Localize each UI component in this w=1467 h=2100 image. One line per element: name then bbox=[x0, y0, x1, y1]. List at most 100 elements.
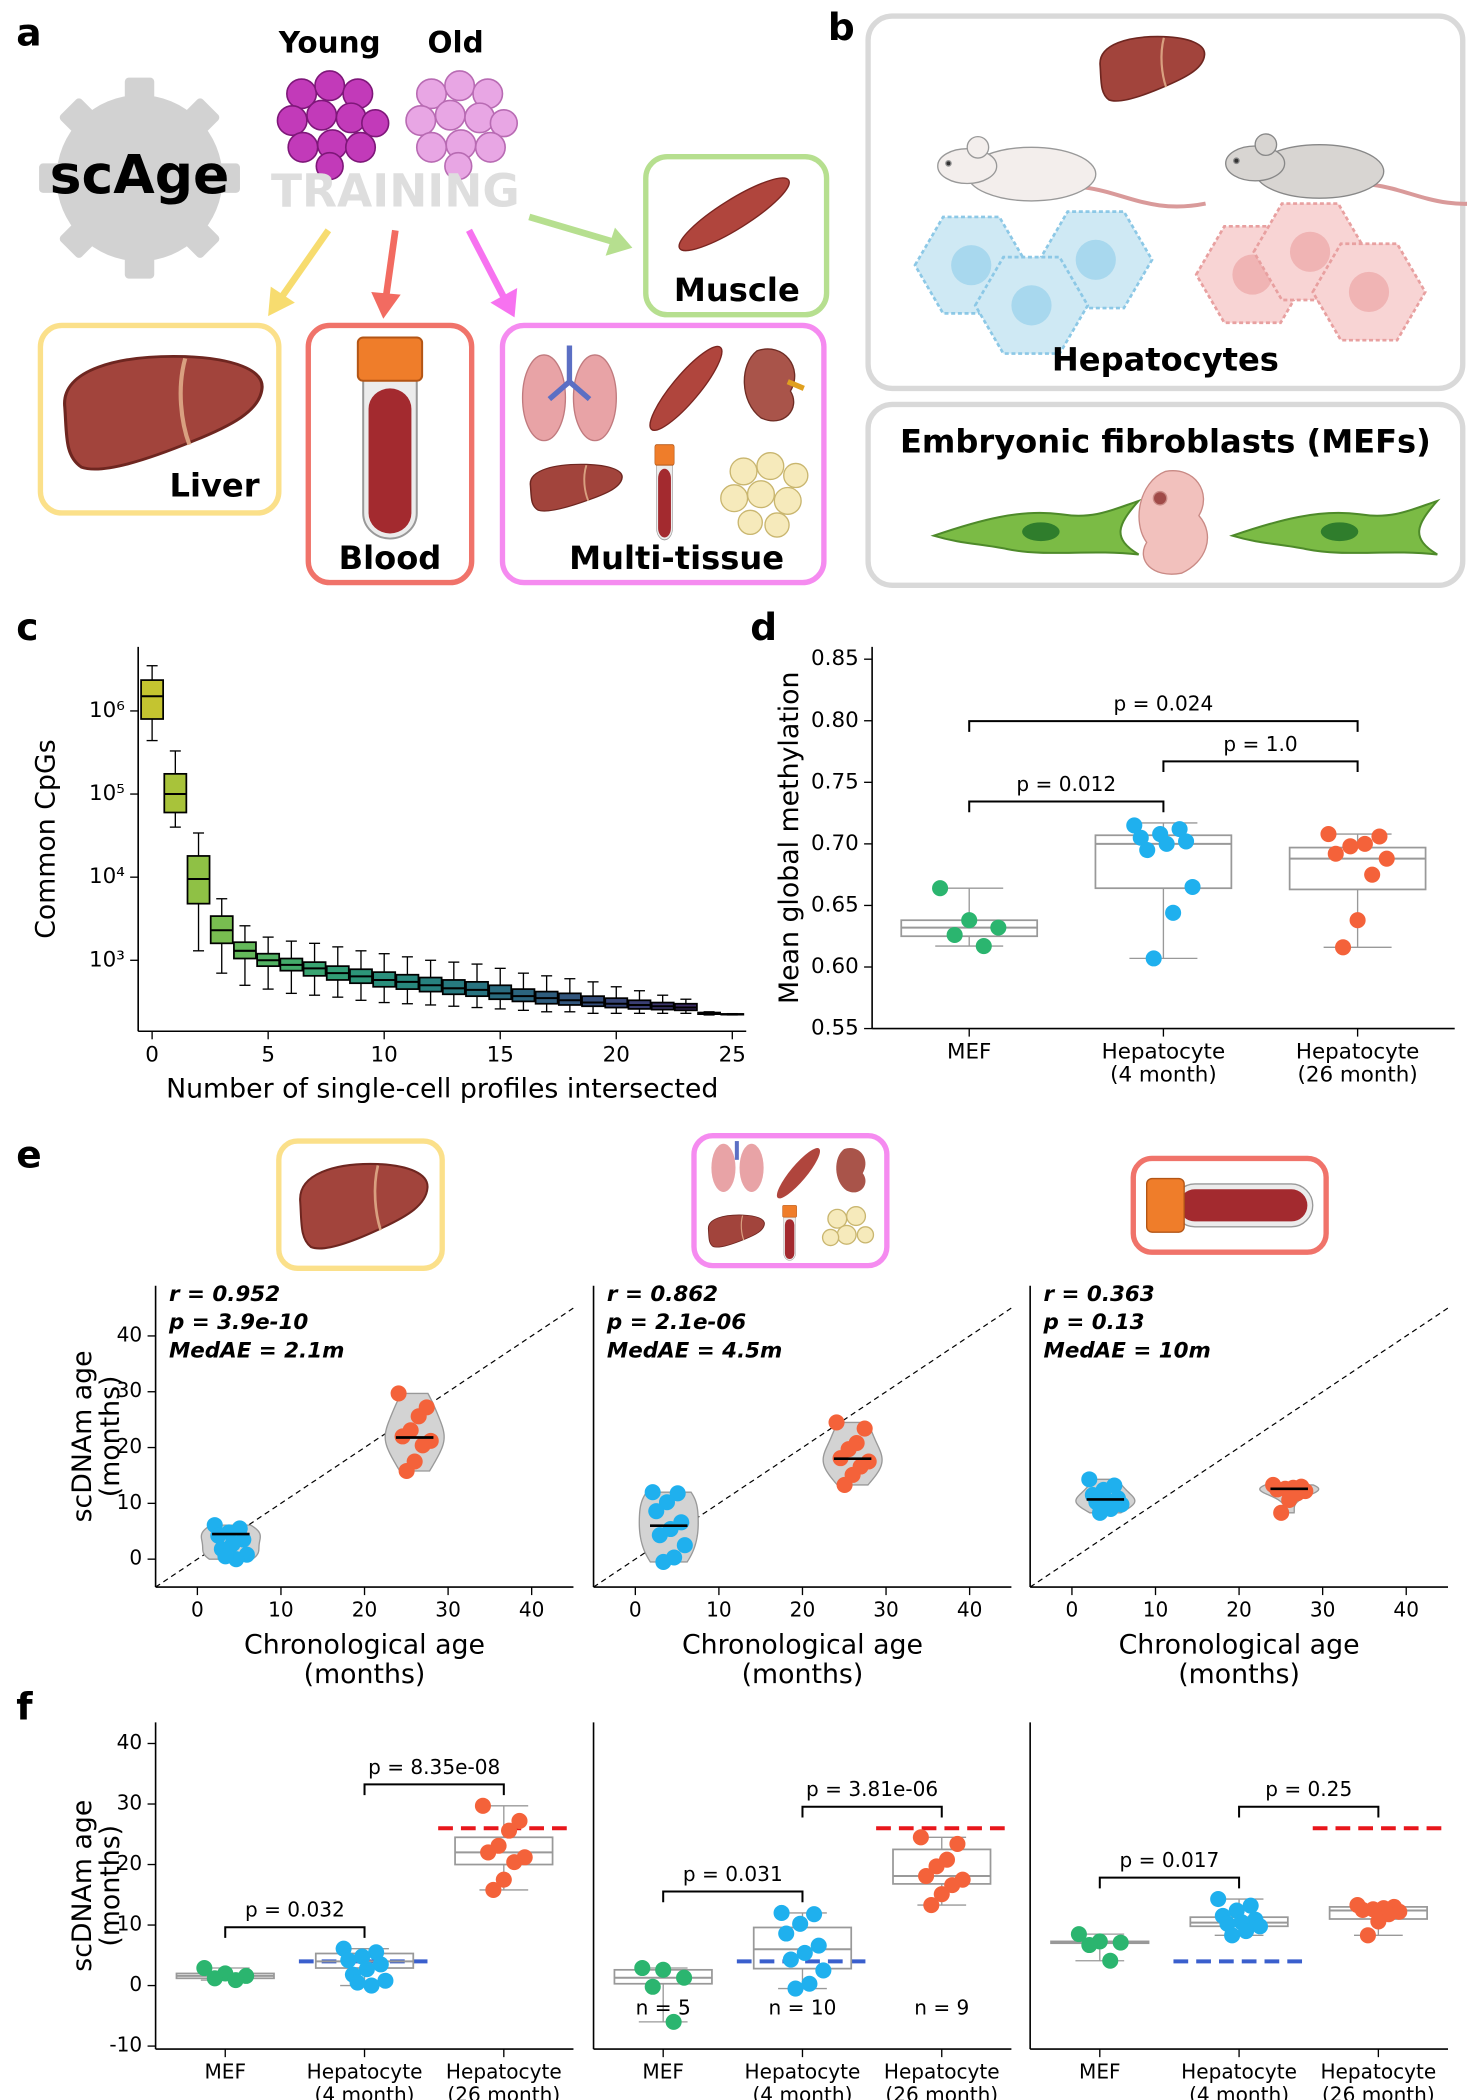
old-cells-part bbox=[415, 131, 448, 163]
mef-box-part-part bbox=[1138, 470, 1209, 575]
point bbox=[1070, 1926, 1087, 1943]
x-tick-label: 20 bbox=[352, 1598, 378, 1622]
multi-tissue-box-part bbox=[529, 463, 624, 512]
e-multi-tissue-icon-part bbox=[776, 1148, 821, 1199]
point bbox=[1364, 866, 1381, 883]
point bbox=[787, 1980, 804, 1997]
x-tick-label: (4 month) bbox=[1110, 1062, 1217, 1087]
point bbox=[815, 1962, 832, 1979]
x-tick-label: 10 bbox=[706, 1598, 732, 1622]
point bbox=[933, 1886, 950, 1903]
p-value: p = 3.81e-06 bbox=[806, 1777, 938, 1801]
bracket bbox=[1098, 1876, 1241, 1889]
young-cells-part bbox=[276, 105, 308, 137]
y-tick-label: 30 bbox=[117, 1378, 143, 1402]
young-cells-part bbox=[306, 99, 338, 131]
y-axis-label: Common CpGs bbox=[31, 739, 62, 938]
point bbox=[836, 1476, 853, 1493]
multi-tissue-box-part bbox=[499, 322, 827, 586]
point bbox=[1371, 828, 1388, 845]
point bbox=[676, 1537, 693, 1554]
box bbox=[557, 992, 582, 1006]
arrows-part bbox=[605, 227, 633, 256]
point bbox=[206, 1970, 223, 1987]
x-tick-label: 25 bbox=[719, 1042, 746, 1067]
point bbox=[932, 880, 949, 897]
x-axis-label: (months) bbox=[742, 1659, 864, 1690]
point bbox=[918, 1867, 935, 1885]
multi-tissue-box-part bbox=[547, 345, 592, 402]
y-tick-label: 30 bbox=[117, 1791, 143, 1815]
annotation: p = 0.13 bbox=[1043, 1310, 1145, 1335]
arrows-part bbox=[371, 291, 401, 319]
point bbox=[410, 1408, 427, 1425]
e-multi-tissue-icon-part bbox=[836, 1148, 866, 1193]
panel-label: d bbox=[750, 605, 777, 649]
e-multi-tissue-icon-part bbox=[691, 1133, 890, 1269]
multi-tissue-box-part bbox=[786, 379, 805, 391]
x-tick-label: Hepatocyte bbox=[1181, 2060, 1297, 2084]
e-multi-tissue-icon-part bbox=[782, 1205, 797, 1261]
point bbox=[1349, 912, 1366, 929]
x-tick-label: Hepatocyte bbox=[307, 2060, 423, 2084]
liver-box-part bbox=[37, 322, 282, 516]
hepatocytes-label: Hepatocytes bbox=[1052, 341, 1279, 379]
x-tick-label: MEF bbox=[1079, 2060, 1121, 2084]
e-liver-icon bbox=[276, 1138, 445, 1271]
young-cells-part bbox=[344, 131, 377, 163]
point bbox=[828, 1414, 845, 1431]
p-value: p = 1.0 bbox=[1223, 732, 1297, 756]
muscle-box-part bbox=[643, 154, 830, 318]
n-label: n = 10 bbox=[769, 1995, 837, 2019]
point bbox=[655, 1961, 672, 1978]
point bbox=[1238, 1923, 1255, 1940]
point bbox=[372, 1956, 389, 1973]
point bbox=[495, 1871, 512, 1888]
point bbox=[217, 1548, 234, 1565]
point bbox=[806, 1906, 823, 1923]
liver-box-part bbox=[65, 356, 263, 469]
point bbox=[651, 1527, 668, 1544]
mef-box-part bbox=[932, 499, 1140, 556]
multi-tissue-box-part-part bbox=[720, 484, 749, 513]
point bbox=[414, 1437, 431, 1454]
x-tick-label: MEF bbox=[947, 1040, 991, 1065]
y-tick-label: 10⁶ bbox=[89, 698, 125, 723]
e-liver-icon-part bbox=[276, 1138, 445, 1271]
point bbox=[912, 1829, 929, 1846]
multi-tissue-box-part bbox=[654, 444, 675, 541]
old-cells-part bbox=[444, 70, 476, 102]
p-value: p = 0.017 bbox=[1120, 1848, 1220, 1872]
blood-box-part bbox=[356, 336, 424, 540]
point bbox=[1370, 1913, 1387, 1930]
point bbox=[928, 1858, 945, 1875]
y-axis-label: (months) bbox=[95, 1825, 126, 1947]
y-tick-label: 10⁴ bbox=[89, 864, 125, 889]
y-tick-label: 10 bbox=[117, 1490, 143, 1514]
annotation: r = 0.862 bbox=[607, 1282, 718, 1307]
multi-tissue-box-part bbox=[521, 354, 567, 442]
point bbox=[506, 1854, 523, 1871]
old-cells-part bbox=[464, 102, 496, 134]
box bbox=[1288, 846, 1427, 891]
point bbox=[1081, 1936, 1098, 1954]
y-tick-label: 40 bbox=[117, 1730, 143, 1754]
x-tick-label: 30 bbox=[873, 1598, 899, 1622]
arrows-part bbox=[490, 287, 518, 318]
point bbox=[1126, 817, 1143, 834]
point bbox=[1281, 1491, 1298, 1509]
mef-box bbox=[865, 401, 1466, 588]
y-axis-label: (months) bbox=[95, 1376, 126, 1498]
x-tick-label: 0 bbox=[191, 1598, 204, 1622]
hepatocyte-box-part bbox=[1226, 134, 1467, 204]
multi-tissue-box-part-part bbox=[764, 512, 790, 538]
bracket bbox=[224, 1926, 366, 1938]
old-cells-part bbox=[489, 109, 519, 138]
x-tick-label: (4 month) bbox=[315, 2082, 415, 2100]
point bbox=[1158, 835, 1175, 852]
n-label: n = 5 bbox=[636, 1995, 691, 2019]
point bbox=[961, 912, 978, 929]
arrows-part bbox=[466, 228, 507, 299]
